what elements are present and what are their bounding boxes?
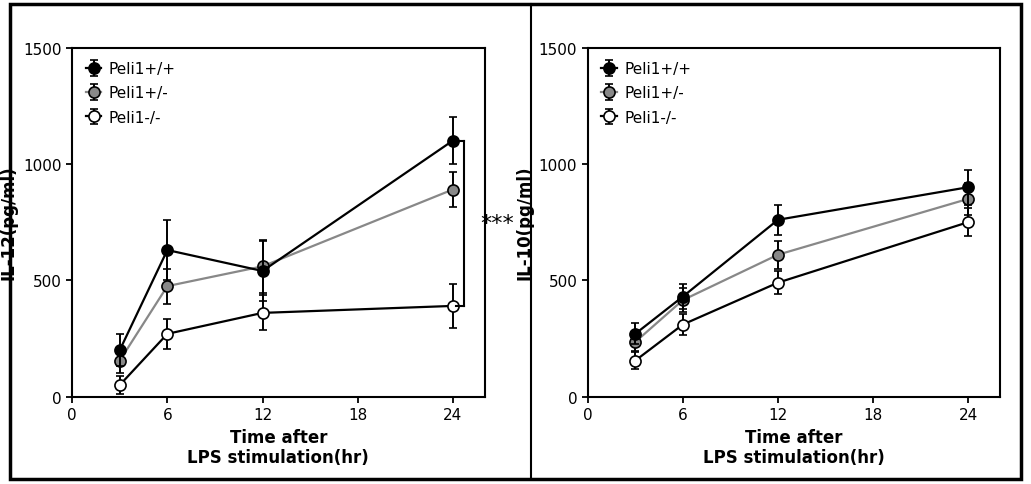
X-axis label: Time after
LPS stimulation(hr): Time after LPS stimulation(hr) xyxy=(188,428,369,467)
Legend: Peli1+/+, Peli1+/-, Peli1-/-: Peli1+/+, Peli1+/-, Peli1-/- xyxy=(595,56,697,132)
Text: ***: *** xyxy=(479,214,513,234)
Legend: Peli1+/+, Peli1+/-, Peli1-/-: Peli1+/+, Peli1+/-, Peli1-/- xyxy=(79,56,181,132)
Y-axis label: IL-12(pg/ml): IL-12(pg/ml) xyxy=(0,166,18,280)
X-axis label: Time after
LPS stimulation(hr): Time after LPS stimulation(hr) xyxy=(703,428,885,467)
Y-axis label: IL-10(pg/ml): IL-10(pg/ml) xyxy=(516,166,533,280)
